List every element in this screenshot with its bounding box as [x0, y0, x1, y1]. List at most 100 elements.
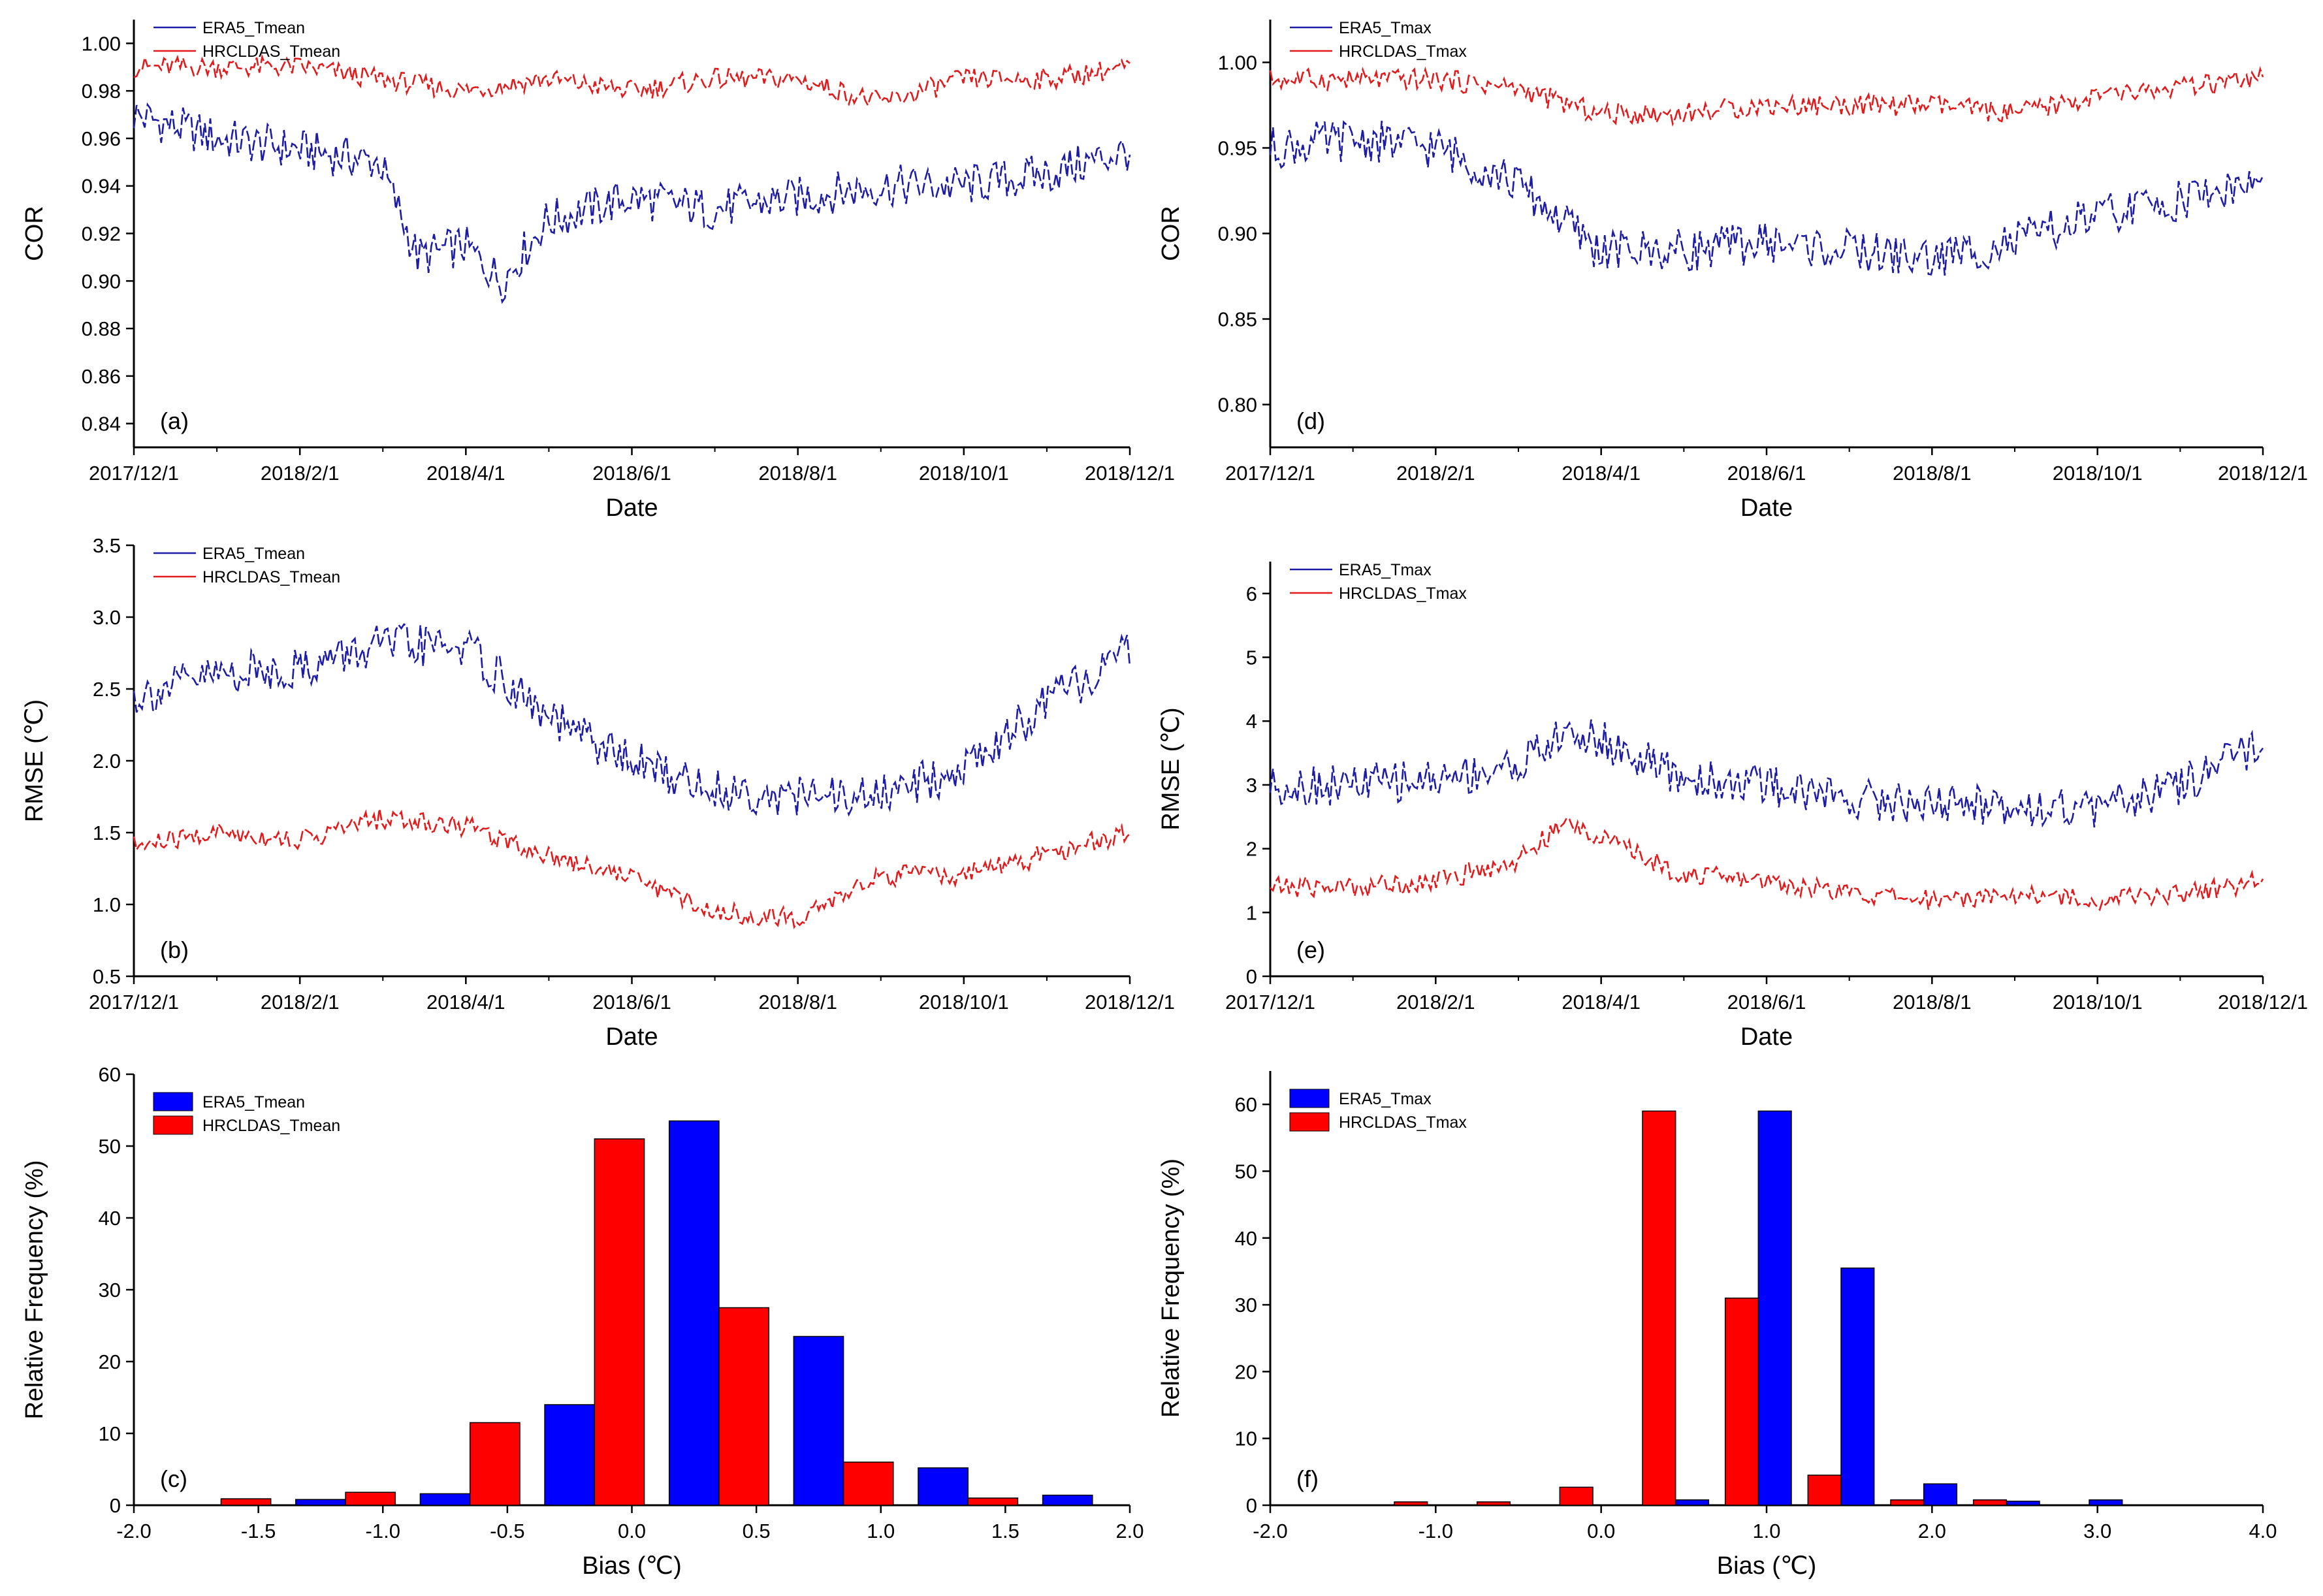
chart-panel-f: 0 10 20 30 40 50 60 -2.0 -1.0 0.0 1.0 2.0 3.0 4.0 Bias… [1157, 1071, 2277, 1580]
bar [1807, 1475, 1842, 1506]
x-tick-label: -2.0 [1253, 1520, 1287, 1542]
x-tick-label: 2.0 [1918, 1520, 1946, 1542]
y-tick-label: 0.92 [82, 223, 121, 246]
x-tick-label: 2.0 [1115, 1520, 1144, 1542]
x-tick-label: 2018/8/1 [758, 462, 837, 485]
y-tick-label: 20 [99, 1350, 121, 1373]
legend-label: ERA5_Tmean [202, 545, 305, 563]
y-axis-title: RMSE (℃) [21, 699, 48, 822]
y-tick-label: 0.94 [82, 175, 121, 198]
bar [2089, 1499, 2123, 1506]
y-axis-title: RMSE (℃) [1157, 707, 1185, 830]
legend-swatch [153, 1115, 193, 1135]
x-tick-label: 2018/2/1 [261, 462, 340, 485]
y-tick-label: 2.5 [93, 678, 121, 701]
bar [295, 1499, 346, 1506]
x-tick-label: -1.5 [241, 1520, 276, 1542]
series-ERA5_Tmax [1269, 719, 2264, 828]
y-tick-label: 10 [1235, 1428, 1257, 1450]
y-ticks: 0 1 2 3 4 5 6 [1246, 583, 1270, 988]
x-tick-label: 2018/12/1 [1085, 462, 1175, 485]
x-tick-label: 0.5 [743, 1520, 771, 1542]
y-tick-label: 1.5 [93, 822, 121, 844]
x-tick-label: 2018/6/1 [592, 462, 671, 485]
legend-label: HRCLDAS_Tmax [1339, 1113, 1467, 1132]
y-tick-label: 0.84 [82, 413, 121, 436]
x-tick-label: 1.0 [1752, 1520, 1780, 1542]
x-tick-label: 2018/10/1 [919, 991, 1009, 1013]
y-tick-label: 0.98 [82, 80, 121, 103]
series-ERA5_Tmean [295, 1120, 1093, 1506]
y-axis-title: Relative Frequency (%) [21, 1160, 48, 1419]
panel-label: (b) [160, 936, 189, 963]
bar [1394, 1501, 1428, 1506]
x-tick-label: -0.5 [490, 1520, 524, 1542]
x-tick-label: 2018/10/1 [2053, 991, 2143, 1013]
y-tick-label: 2.0 [93, 750, 121, 773]
x-tick-label: 2018/4/1 [1562, 991, 1641, 1013]
x-tick-label: 2018/2/1 [261, 991, 340, 1013]
legend: ERA5_Tmean HRCLDAS_Tmean [153, 545, 340, 586]
x-tick-label: 2018/12/1 [2218, 991, 2308, 1013]
bar [345, 1492, 396, 1506]
y-tick-label: 3.5 [93, 534, 121, 557]
x-axis-title: Bias (℃) [582, 1552, 681, 1580]
x-tick-label: 2018/8/1 [758, 991, 837, 1013]
y-tick-label: 0.90 [1218, 223, 1257, 246]
y-tick-label: 0.90 [82, 270, 121, 293]
series-HRCLDAS_Tmean [133, 808, 1130, 930]
y-tick-label: 0.86 [82, 365, 121, 388]
legend-swatch [1289, 1089, 1330, 1108]
y-tick-label: 4 [1246, 710, 1257, 733]
legend-label: HRCLDAS_Tmean [202, 1117, 340, 1135]
y-tick-label: 40 [1235, 1227, 1257, 1250]
x-tick-label: -2.0 [116, 1520, 151, 1542]
y-ticks: 0 10 20 30 40 50 60 [1235, 1093, 1270, 1517]
y-tick-label: 0.85 [1218, 308, 1257, 331]
y-tick-label: 60 [1235, 1093, 1257, 1116]
x-tick-label: 0.0 [618, 1520, 646, 1542]
x-tick-label: 2018/10/1 [919, 462, 1009, 485]
x-tick-label: 2018/2/1 [1396, 462, 1475, 485]
series-line-ERA5_Tmax [1269, 719, 2264, 828]
x-tick-label: 2018/6/1 [592, 991, 671, 1013]
series-HRCLDAS_Tmean [133, 54, 1130, 108]
x-tick-label: 1.5 [991, 1520, 1019, 1542]
legend-label: ERA5_Tmax [1339, 19, 1432, 37]
x-ticks: 2017/12/1 2018/2/1 2018/4/1 2018/6/1 2018/8/… [1225, 976, 2308, 1013]
y-tick-label: 50 [1235, 1160, 1257, 1183]
y-ticks: 0 10 20 30 40 50 60 [99, 1063, 134, 1517]
legend-swatch [1289, 1112, 1330, 1132]
bar [1972, 1499, 2008, 1506]
x-tick-label: 2018/4/1 [426, 991, 505, 1013]
chart-panel-e: 0 1 2 3 4 5 6 2017/12/1 2018/2/1 2018/4/1 2018/6/1… [1157, 561, 2308, 1051]
bar [1476, 1501, 1511, 1506]
x-axis-title: Date [1740, 494, 1793, 522]
x-tick-label: 2017/12/1 [89, 991, 179, 1013]
y-tick-label: 0 [1246, 1494, 1257, 1517]
y-tick-label: 0 [1246, 965, 1257, 988]
y-tick-label: 1 [1246, 901, 1257, 924]
bar [419, 1493, 471, 1506]
x-ticks: -2.0 -1.5 -1.0 -0.5 0.0 0.5 1.0 1.5 2.0 [116, 1505, 1144, 1542]
bar [718, 1307, 769, 1506]
y-tick-label: 0.5 [93, 965, 121, 988]
x-ticks: 2017/12/1 2018/2/1 2018/4/1 2018/6/1 2018/8/… [89, 447, 1175, 485]
legend-label: ERA5_Tmax [1339, 561, 1432, 579]
bar [1674, 1499, 1710, 1506]
y-tick-label: 1.00 [1218, 52, 1257, 74]
panel-label: (e) [1296, 936, 1325, 963]
y-tick-label: 40 [99, 1207, 121, 1230]
y-tick-label: 0.95 [1218, 137, 1257, 160]
x-tick-label: 2018/6/1 [1727, 991, 1806, 1013]
y-tick-label: 10 [99, 1422, 121, 1445]
x-tick-label: 3.0 [2083, 1520, 2111, 1542]
bar [544, 1404, 596, 1506]
x-tick-label: 2017/12/1 [1225, 991, 1315, 1013]
legend-swatch [153, 1092, 193, 1111]
bar [668, 1120, 720, 1506]
legend-label: ERA5_Tmean [202, 1093, 305, 1111]
